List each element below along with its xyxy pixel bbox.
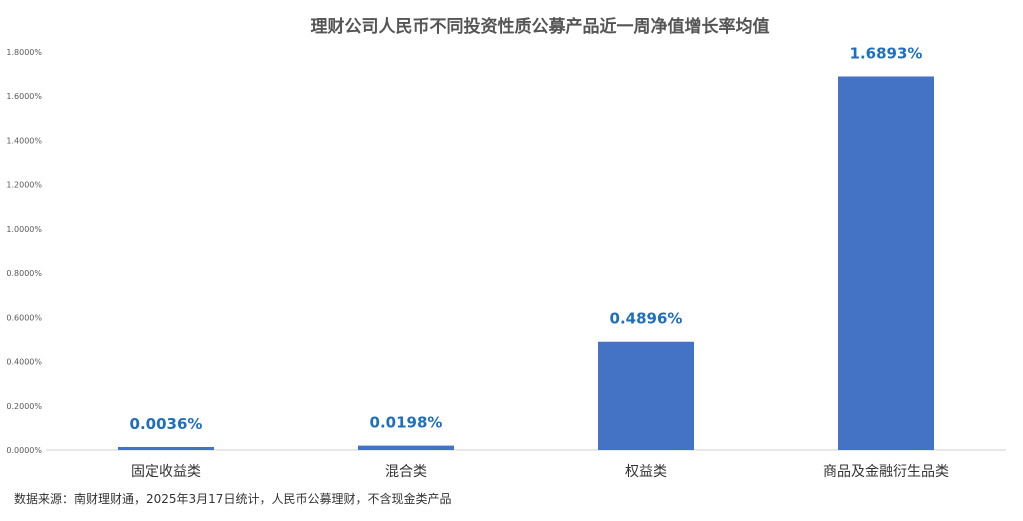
x-tick-label: 权益类	[625, 464, 667, 480]
bar	[118, 447, 214, 450]
y-tick-label: 1.8000%	[6, 48, 42, 57]
y-tick-label: 0.2000%	[6, 402, 42, 411]
data-label: 0.4896%	[610, 310, 683, 328]
x-tick-label: 商品及金融衍生品类	[823, 464, 949, 480]
y-tick-label: 1.6000%	[6, 92, 42, 101]
x-tick-label: 混合类	[385, 464, 427, 480]
y-tick-label: 0.0000%	[6, 446, 42, 455]
y-tick-label: 0.6000%	[6, 313, 42, 322]
bar	[358, 445, 454, 450]
chart-title: 理财公司人民币不同投资性质公募产品近一周净值增长率均值	[311, 16, 770, 37]
y-tick-label: 0.4000%	[6, 358, 42, 367]
data-label: 1.6893%	[850, 44, 923, 62]
x-axis-labels: 固定收益类 混合类 权益类 商品及金融衍生品类	[131, 464, 949, 480]
data-label: 0.0198%	[370, 414, 443, 432]
y-tick-label: 1.2000%	[6, 181, 42, 190]
bar	[838, 76, 934, 451]
x-tick-label: 固定收益类	[131, 464, 201, 480]
source-note: 数据来源：南财理财通，2025年3月17日统计，人民币公募理财，不含现金类产品	[14, 491, 451, 506]
y-tick-label: 1.0000%	[6, 225, 42, 234]
y-tick-label: 0.8000%	[6, 269, 42, 278]
y-axis: 0.0000% 0.2000% 0.4000% 0.6000% 0.8000% 1.000…	[6, 48, 42, 455]
data-label: 0.0036%	[130, 415, 203, 433]
bar	[598, 341, 694, 450]
bars: 0.0036% 0.0198% 0.4896% 1.6893%	[118, 44, 934, 451]
y-tick-label: 1.4000%	[6, 136, 42, 145]
